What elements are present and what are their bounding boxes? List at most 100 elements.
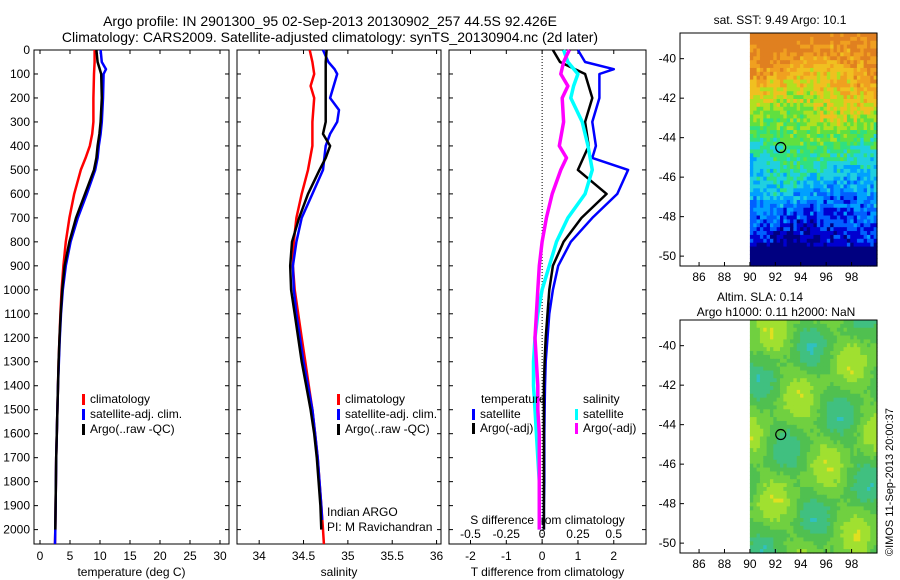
sst_map-cell xyxy=(870,133,875,139)
sla_map-cell xyxy=(790,440,794,445)
sla_map-cell xyxy=(870,510,875,515)
sla_map-cell xyxy=(820,475,825,480)
sst_map-cell xyxy=(863,234,868,240)
sst_map-cell xyxy=(803,176,808,182)
sst_map-cell xyxy=(836,75,841,81)
sst_map-cell xyxy=(769,223,774,228)
sla_map-cell xyxy=(776,537,781,542)
sst_map-cell xyxy=(860,87,865,92)
sla_map-cell xyxy=(853,537,858,542)
sst_map-cell xyxy=(796,95,801,100)
sst_map-cell xyxy=(833,79,838,85)
sst_map-cell xyxy=(780,211,784,217)
sst_map-cell xyxy=(813,137,818,143)
sla_map-cell xyxy=(833,393,838,399)
sla_map-cell xyxy=(843,417,848,422)
sla_map-cell xyxy=(870,541,875,546)
sst_map-cell xyxy=(773,161,778,166)
sla_map-cell xyxy=(870,502,875,507)
sst_map-cell xyxy=(820,102,825,108)
sla_map-cell xyxy=(773,459,778,465)
sst_map-cell xyxy=(830,172,835,178)
sst_map-cell xyxy=(833,238,838,244)
depth-tick-label: 600 xyxy=(10,187,30,201)
sst_map-cell xyxy=(776,161,781,166)
sla_map-cell xyxy=(863,483,868,488)
sla_map-cell xyxy=(776,549,781,554)
sst_map-cell xyxy=(863,126,868,131)
sla_map-cell xyxy=(763,436,768,441)
sla_map-cell xyxy=(870,545,875,550)
sst_map-cell xyxy=(810,118,815,123)
sla_map-cell xyxy=(783,521,788,527)
sla_map-cell xyxy=(826,417,831,422)
sst_map-cell xyxy=(873,145,878,151)
sla_map-cell xyxy=(870,467,875,473)
sla_map-cell xyxy=(840,393,845,399)
sst_map-cell xyxy=(870,211,875,217)
sst_map-cell xyxy=(806,99,811,104)
sst_map-cell xyxy=(820,114,825,120)
sla_map-cell xyxy=(820,362,825,368)
sla_map-cell xyxy=(843,502,848,507)
sst_map-cell xyxy=(846,87,851,92)
sla_map-cell xyxy=(856,366,861,372)
sla_map-cell xyxy=(759,366,764,372)
sla_map-cell xyxy=(783,506,788,511)
sst_map-cell xyxy=(850,165,855,170)
sst_map-cell xyxy=(800,149,805,154)
sst_map-cell xyxy=(763,99,768,104)
sla_map-cell xyxy=(820,323,825,329)
sla_map-cell xyxy=(780,518,784,523)
sla_map-cell xyxy=(840,483,845,488)
sla_map-cell xyxy=(776,382,781,387)
sla_map-cell xyxy=(796,452,801,457)
difference-frame xyxy=(448,49,647,545)
sla_map-cell xyxy=(800,335,805,341)
sla_map-cell xyxy=(766,448,771,453)
sla_map-cell xyxy=(756,389,761,395)
sst_map-cell xyxy=(773,165,778,170)
sst_map-cell xyxy=(800,33,805,38)
sst_map-cell xyxy=(773,157,778,162)
sla_map-cell xyxy=(850,440,855,445)
sla_map-cell xyxy=(790,486,794,492)
sst_map-cell xyxy=(773,258,778,263)
sla_map-cell xyxy=(850,475,855,480)
sst_map-cell xyxy=(856,234,861,240)
sst_map-cell xyxy=(773,33,778,38)
sst_map-cell xyxy=(833,180,838,186)
sst_map-cell xyxy=(866,48,871,54)
sla_map-cell xyxy=(843,320,848,325)
sst_map-cell xyxy=(790,254,794,259)
sst_map-cell xyxy=(846,118,851,123)
sla_map-cell xyxy=(823,455,828,461)
sla_map-cell xyxy=(803,386,808,391)
sst_map-cell xyxy=(860,238,865,244)
sst_map-cell xyxy=(860,64,865,69)
sla_map-cell xyxy=(870,323,875,329)
sst_map-cell xyxy=(759,145,764,151)
sla_map-cell xyxy=(863,420,868,426)
sla_map-cell xyxy=(786,339,791,344)
sst_map-cell xyxy=(846,114,851,120)
sst_map-cell xyxy=(806,60,811,65)
sla_map-cell xyxy=(856,525,861,531)
sla_map-cell xyxy=(790,467,794,473)
sst_map-cell xyxy=(846,168,851,174)
sla_map-cell xyxy=(773,541,778,546)
sst_map-cell xyxy=(870,99,875,104)
sst_map-cell xyxy=(753,153,758,158)
sst_map-cell xyxy=(826,231,831,236)
sla_map-cell xyxy=(833,506,838,511)
sst_map-cell xyxy=(853,106,858,112)
sst_map-cell xyxy=(860,95,865,100)
sst_map-cell xyxy=(816,168,821,174)
sst_map-cell xyxy=(766,242,771,248)
sla_map-cell xyxy=(800,502,805,507)
sst_map-cell xyxy=(763,231,768,236)
sst_map-cell xyxy=(813,184,818,189)
sst_map-cell xyxy=(826,172,831,178)
sla_map-cell xyxy=(783,428,788,434)
sla_map-cell xyxy=(813,506,818,511)
